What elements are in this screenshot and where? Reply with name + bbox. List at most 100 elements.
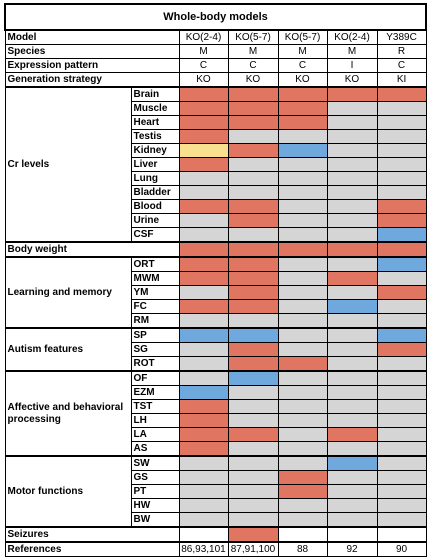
result-cell [326, 512, 378, 528]
row-label: Muscle [130, 101, 180, 116]
header-value: KO(5-7) [277, 29, 328, 45]
result-cell [376, 299, 427, 314]
result-cell [376, 171, 427, 186]
result-cell [227, 213, 279, 228]
result-cell [227, 143, 279, 158]
result-cell [376, 227, 427, 243]
header-value: M [227, 44, 279, 59]
result-cell [178, 427, 229, 442]
result-cell [178, 484, 229, 499]
result-cell [227, 342, 279, 357]
result-cell [178, 356, 229, 372]
result-cell [326, 413, 378, 428]
result-cell [326, 526, 378, 543]
result-cell [227, 441, 279, 457]
header-value: KO [178, 72, 229, 88]
row-label: CSF [130, 227, 180, 243]
result-cell [227, 327, 279, 343]
result-cell [277, 470, 328, 485]
row-label: PT [130, 484, 180, 499]
row-label: LH [130, 413, 180, 428]
result-cell [178, 526, 229, 543]
result-cell [277, 498, 328, 513]
result-cell [376, 484, 427, 499]
result-cell [376, 413, 427, 428]
table-row: FC [5, 299, 427, 314]
header-value: KI [376, 72, 427, 88]
result-cell [376, 101, 427, 116]
result-cell [326, 342, 378, 357]
section-label: Seizures [4, 526, 180, 543]
result-cell [227, 370, 279, 386]
result-cell [178, 101, 229, 116]
result-cell [227, 299, 279, 314]
table-row: Liver [5, 157, 427, 172]
result-cell [178, 413, 229, 428]
result-cell [178, 157, 229, 172]
row-label: GS [130, 470, 180, 485]
result-cell [376, 342, 427, 357]
result-cell [178, 241, 229, 258]
result-cell [376, 129, 427, 144]
references-row: References 86,93,101 87,91,100 88 92 90 [4, 541, 427, 557]
result-cell [376, 526, 427, 543]
row-label: EZM [130, 385, 180, 400]
result-cell [178, 115, 229, 130]
result-cell [227, 86, 279, 102]
result-cell [227, 129, 279, 144]
result-cell [376, 455, 427, 471]
header-value: C [227, 58, 279, 73]
result-cell [277, 484, 328, 499]
result-cell [277, 526, 328, 543]
result-cell [277, 385, 328, 400]
header-label: Expression pattern [4, 58, 180, 73]
result-cell [376, 356, 427, 372]
header-label: Model [4, 29, 180, 45]
result-cell [178, 455, 229, 471]
section-label: Cr levels [4, 86, 132, 243]
result-cell [178, 285, 229, 300]
result-cell [277, 342, 328, 357]
result-cell [277, 356, 328, 372]
result-cell [376, 185, 427, 200]
result-cell [326, 227, 378, 243]
result-cell [376, 115, 427, 130]
table-row: GS [5, 470, 427, 485]
result-cell [326, 271, 378, 286]
row-label: Heart [130, 115, 180, 130]
table-row: Body weight [4, 241, 427, 258]
header-value: C [277, 58, 328, 73]
result-cell [227, 455, 279, 471]
result-cell [376, 512, 427, 528]
result-cell [376, 86, 427, 102]
row-label: SG [130, 342, 180, 357]
result-cell [227, 356, 279, 372]
table-row: LH [5, 413, 427, 428]
result-cell [227, 199, 279, 214]
reference-value: 92 [326, 541, 378, 557]
row-label: YM [130, 285, 180, 300]
table-row: Urine [5, 213, 427, 228]
result-cell [376, 470, 427, 485]
result-cell [277, 227, 328, 243]
header-value: I [326, 58, 378, 73]
result-cell [326, 299, 378, 314]
result-cell [277, 171, 328, 186]
row-label: Liver [130, 157, 180, 172]
result-cell [277, 86, 328, 102]
result-cell [277, 129, 328, 144]
result-cell [376, 370, 427, 386]
result-cell [277, 327, 328, 343]
result-cell [376, 285, 427, 300]
result-cell [326, 484, 378, 499]
result-cell [178, 143, 229, 158]
row-label: Brain [130, 86, 180, 102]
result-cell [326, 115, 378, 130]
result-cell [326, 213, 378, 228]
result-cell [227, 285, 279, 300]
result-cell [277, 241, 328, 258]
result-cell [326, 256, 378, 272]
result-cell [326, 143, 378, 158]
result-cell [227, 227, 279, 243]
result-cell [277, 413, 328, 428]
